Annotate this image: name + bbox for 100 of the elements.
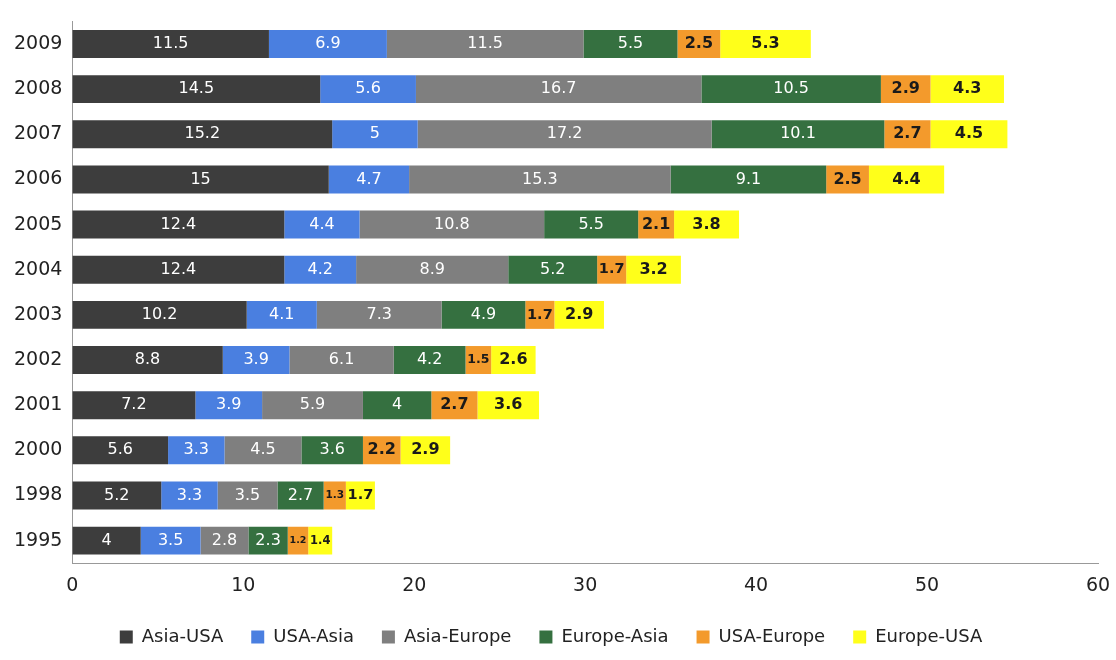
data-label: 12.4: [160, 258, 197, 278]
legend-label: USA-Asia: [273, 624, 354, 646]
x-tick-label: 20: [402, 572, 427, 595]
bar: [868, 165, 945, 194]
x-tick-label: 10: [231, 572, 256, 595]
bar: [508, 255, 598, 284]
bar: [72, 120, 333, 149]
bar: [248, 526, 288, 555]
data-label: 5.2: [104, 484, 130, 504]
bar: [72, 481, 162, 510]
bar: [417, 120, 712, 149]
bar: [583, 29, 678, 58]
data-label: 8.9: [419, 258, 445, 278]
data-label: 4.2: [307, 258, 333, 278]
data-label: 2.7: [287, 484, 314, 504]
data-label: 15: [190, 168, 211, 188]
data-label: 12.4: [160, 213, 197, 233]
bar: [72, 346, 223, 375]
x-tick-label: 40: [744, 572, 769, 595]
bar: [72, 436, 169, 465]
bar: [72, 165, 329, 194]
data-label: 2.9: [891, 78, 920, 98]
bar: [195, 391, 263, 420]
data-label: 2.5: [684, 33, 714, 53]
data-label: 2.9: [565, 304, 594, 324]
x-tick-label: 60: [1085, 572, 1111, 595]
bar: [224, 436, 302, 465]
data-label: 4.4: [309, 213, 335, 233]
data-label: 3.6: [494, 394, 523, 414]
data-label: 5: [369, 123, 381, 143]
data-label: 9.1: [735, 168, 762, 188]
bar: [328, 165, 410, 194]
data-label: 2.6: [499, 349, 528, 369]
legend-label: Asia-USA: [141, 624, 224, 646]
data-label: 4.2: [416, 349, 443, 369]
bar: [320, 75, 416, 104]
data-label: 10.1: [780, 123, 816, 143]
data-label: 17.2: [546, 123, 583, 143]
y-tick-label: 2006: [13, 166, 63, 189]
y-tick-label: 2005: [13, 211, 63, 234]
bar: [332, 120, 418, 149]
bar: [720, 29, 811, 58]
data-label: 5.5: [578, 213, 604, 233]
data-label: 2.7: [893, 123, 922, 143]
y-tick-label: 2004: [13, 256, 63, 279]
data-label: 1.7: [598, 260, 625, 277]
bar: [415, 75, 702, 104]
data-label: 10.2: [141, 304, 178, 324]
data-label: 2.7: [440, 394, 469, 414]
data-label: 5.2: [539, 258, 566, 278]
data-label: 4.1: [269, 304, 295, 324]
data-label: 15.3: [522, 168, 558, 188]
bar: [362, 391, 432, 420]
data-label: 2.2: [367, 439, 396, 459]
data-label: 3.3: [183, 439, 210, 459]
bar: [72, 300, 247, 329]
bar: [140, 526, 201, 555]
bar: [217, 481, 278, 510]
bar: [356, 255, 509, 284]
data-label: 6.1: [328, 349, 355, 369]
data-label: 3.2: [639, 258, 668, 278]
bar: [72, 75, 321, 104]
bar: [72, 210, 285, 239]
y-tick-label: 2008: [13, 76, 63, 99]
y-tick-label: 2002: [13, 346, 63, 369]
data-label: 2.3: [255, 529, 281, 549]
data-label: 3.6: [319, 439, 345, 459]
data-label: 1.5: [467, 351, 490, 367]
bar: [289, 346, 394, 375]
y-tick-label: 2001: [13, 392, 63, 415]
bar: [277, 481, 324, 510]
bar: [544, 210, 639, 239]
bar: [262, 391, 363, 420]
data-label: 2.5: [833, 168, 862, 188]
bar: [670, 165, 827, 194]
y-tick-label: 2003: [13, 301, 63, 324]
bar: [72, 255, 285, 284]
legend-label: Europe-USA: [875, 624, 983, 646]
bar: [359, 210, 545, 239]
data-label: 7.3: [366, 304, 392, 324]
bar: [930, 120, 1008, 149]
y-tick-label: 2009: [13, 30, 63, 53]
data-label: 4.4: [892, 168, 921, 188]
x-tick-label: 30: [573, 572, 598, 595]
data-label: 3.5: [157, 529, 184, 549]
bar: [393, 346, 466, 375]
bar: [246, 300, 317, 329]
data-label: 1.7: [347, 486, 374, 503]
data-label: 7.2: [121, 394, 147, 414]
data-label: 11.5: [152, 33, 189, 53]
data-label: 5.9: [299, 394, 326, 414]
data-label: 3.3: [176, 484, 203, 504]
bar: [386, 29, 584, 58]
legend-label: USA-Europe: [718, 624, 826, 646]
bar: [222, 346, 290, 375]
bar: [284, 210, 360, 239]
data-label: 4.9: [470, 304, 497, 324]
bar: [301, 436, 363, 465]
y-tick-label: 2000: [13, 437, 63, 460]
data-label: 3.9: [216, 394, 242, 414]
